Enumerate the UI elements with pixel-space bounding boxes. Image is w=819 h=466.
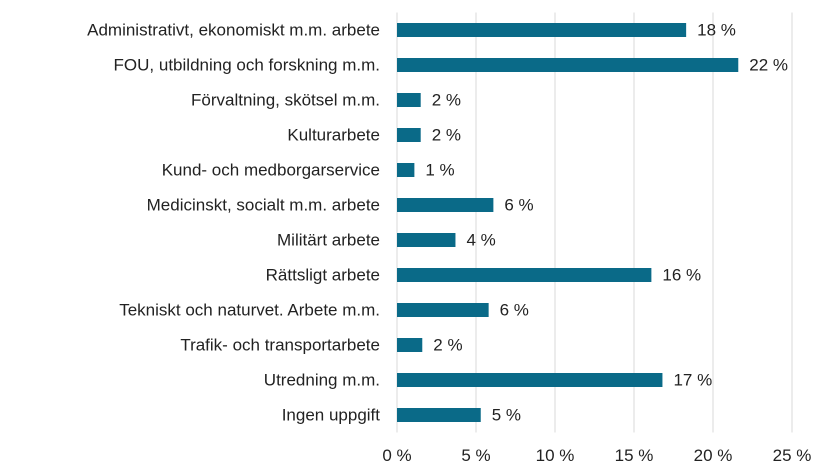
y-tick-label: Rättsligt arbete (266, 265, 380, 284)
data-label: 22 % (749, 55, 788, 74)
data-label: 2 % (432, 125, 461, 144)
x-tick-label: 0 % (382, 446, 411, 465)
y-tick-label: Utredning m.m. (264, 370, 380, 389)
bar (397, 338, 423, 352)
x-tick-label: 10 % (536, 446, 575, 465)
y-tick-label: Kulturarbete (287, 125, 380, 144)
y-tick-label: Medicinskt, socialt m.m. arbete (147, 195, 380, 214)
y-tick-label: FOU, utbildning och forskning m.m. (114, 55, 380, 74)
data-label: 6 % (504, 195, 533, 214)
data-label: 6 % (500, 300, 529, 319)
data-label: 17 % (673, 370, 712, 389)
x-tick-label: 5 % (461, 446, 490, 465)
bar (397, 58, 739, 72)
data-label: 2 % (433, 335, 462, 354)
data-label: 4 % (466, 230, 495, 249)
data-label: 2 % (432, 90, 461, 109)
bar (397, 408, 481, 422)
y-tick-label: Tekniskt och naturvet. Arbete m.m. (119, 300, 380, 319)
y-tick-label: Militärt arbete (277, 230, 380, 249)
bar (397, 163, 415, 177)
data-label: 1 % (425, 160, 454, 179)
y-tick-label: Ingen uppgift (282, 405, 381, 424)
bar (397, 373, 663, 387)
data-label: 18 % (697, 20, 736, 39)
bar (397, 268, 652, 282)
x-tick-label: 25 % (773, 446, 812, 465)
y-tick-label: Förvaltning, skötsel m.m. (191, 90, 380, 109)
bar (397, 303, 489, 317)
x-tick-label: 15 % (615, 446, 654, 465)
y-tick-label: Administrativt, ekonomiskt m.m. arbete (87, 20, 380, 39)
y-tick-label: Kund- och medborgarservice (162, 160, 380, 179)
bar (397, 198, 494, 212)
x-tick-label: 20 % (694, 446, 733, 465)
bar (397, 23, 687, 37)
bar (397, 233, 456, 247)
y-tick-label: Trafik- och transportarbete (180, 335, 380, 354)
data-label: 5 % (492, 405, 521, 424)
bar (397, 93, 421, 107)
bar (397, 128, 421, 142)
data-label: 16 % (662, 265, 701, 284)
